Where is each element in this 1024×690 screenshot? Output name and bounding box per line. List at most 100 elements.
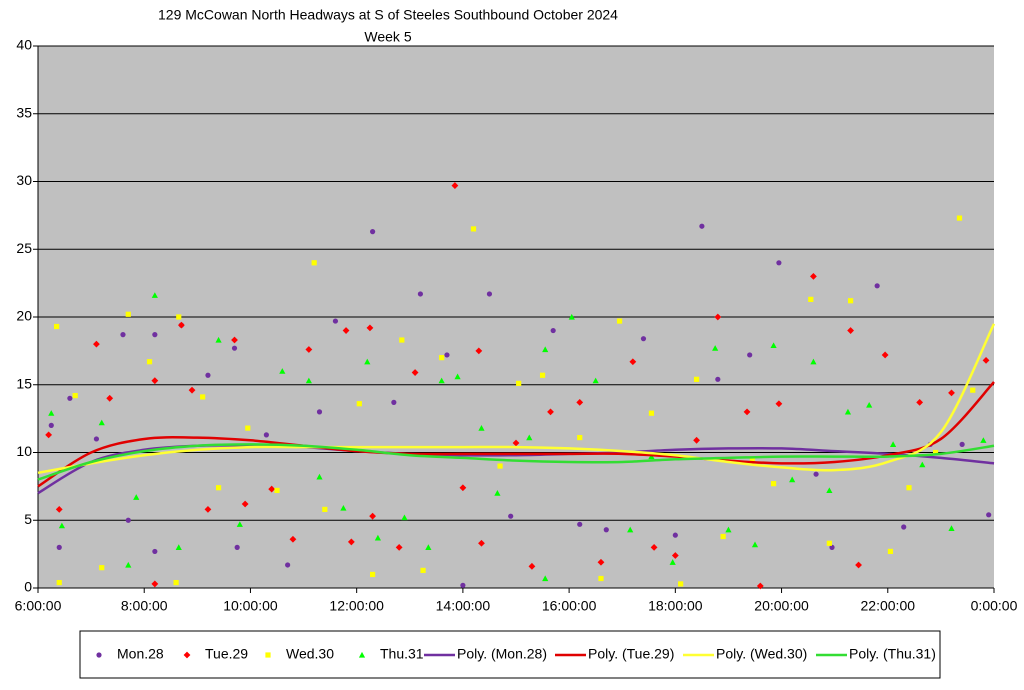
point [808, 296, 814, 302]
point [120, 332, 126, 338]
point [370, 571, 376, 578]
x-tick-label: 20:00:00 [754, 598, 809, 614]
point [151, 580, 159, 588]
point [848, 298, 854, 304]
point [285, 562, 291, 568]
y-tick-label: 25 [16, 240, 32, 256]
point [756, 582, 764, 590]
y-tick-label: 0 [24, 579, 32, 595]
trend-line [37, 381, 995, 488]
point [459, 484, 467, 492]
point [847, 327, 854, 334]
point [810, 358, 817, 365]
point [478, 539, 485, 547]
point [932, 449, 939, 456]
legend-label: Poly. (Wed.30) [716, 646, 807, 662]
point [151, 292, 158, 298]
point [151, 377, 159, 385]
point [188, 386, 196, 394]
point [55, 506, 63, 513]
point [444, 352, 450, 358]
point [125, 561, 132, 568]
point [810, 272, 817, 280]
point [598, 575, 604, 582]
point [305, 377, 312, 384]
point [420, 567, 426, 573]
point [358, 651, 366, 658]
point [93, 340, 100, 348]
point [279, 368, 286, 374]
point [470, 226, 477, 232]
point [366, 324, 374, 332]
point [770, 342, 777, 349]
point [72, 392, 78, 399]
point [592, 377, 599, 384]
point [906, 485, 912, 491]
trend-line [37, 443, 995, 481]
x-tick-label: 6:00:00 [15, 598, 62, 614]
point [340, 504, 347, 511]
point [205, 372, 211, 378]
point [829, 544, 835, 550]
point [508, 513, 514, 519]
point [58, 522, 65, 529]
point [234, 544, 240, 550]
point [173, 579, 179, 586]
point [236, 521, 243, 527]
y-tick-label: 35 [16, 104, 32, 120]
point [855, 561, 862, 569]
point [146, 359, 153, 365]
point [627, 526, 634, 533]
point [268, 485, 276, 493]
point [603, 527, 609, 533]
y-tick-label: 30 [16, 172, 32, 188]
point [45, 431, 53, 439]
legend-label: Tue.29 [205, 646, 248, 662]
point [316, 409, 323, 415]
point [106, 394, 114, 402]
point [775, 400, 783, 408]
point [494, 490, 501, 496]
point [725, 526, 732, 533]
point [425, 544, 432, 550]
point [133, 494, 140, 500]
point [693, 376, 700, 382]
point [478, 425, 485, 431]
point [747, 352, 753, 358]
point [215, 485, 222, 491]
point [67, 395, 73, 401]
point [813, 471, 819, 477]
legend-label: Mon.28 [117, 646, 164, 662]
y-tick-label: 15 [16, 375, 32, 391]
y-tick-label: 10 [16, 443, 32, 459]
point [980, 437, 987, 443]
y-tick-label: 5 [24, 511, 32, 527]
point [542, 575, 549, 582]
y-tick-label: 40 [16, 37, 32, 53]
point [370, 229, 376, 235]
point [56, 579, 62, 586]
point [364, 358, 371, 365]
legend-label: Wed.30 [286, 646, 334, 662]
point [672, 532, 678, 538]
point [411, 369, 419, 376]
point [982, 356, 990, 364]
point [776, 260, 782, 266]
point [916, 398, 924, 406]
point [616, 318, 623, 324]
point [826, 487, 833, 494]
point [547, 408, 554, 416]
point [715, 376, 721, 382]
point [887, 548, 894, 555]
point [919, 461, 926, 468]
point [693, 436, 700, 444]
point [439, 355, 445, 361]
y-tick-label: 20 [16, 308, 32, 324]
point [712, 345, 719, 351]
point [183, 651, 191, 659]
point [178, 321, 185, 329]
x-tick-label: 0:00:00 [971, 598, 1018, 614]
legend-label: Thu.31 [380, 646, 424, 662]
point [901, 524, 907, 530]
